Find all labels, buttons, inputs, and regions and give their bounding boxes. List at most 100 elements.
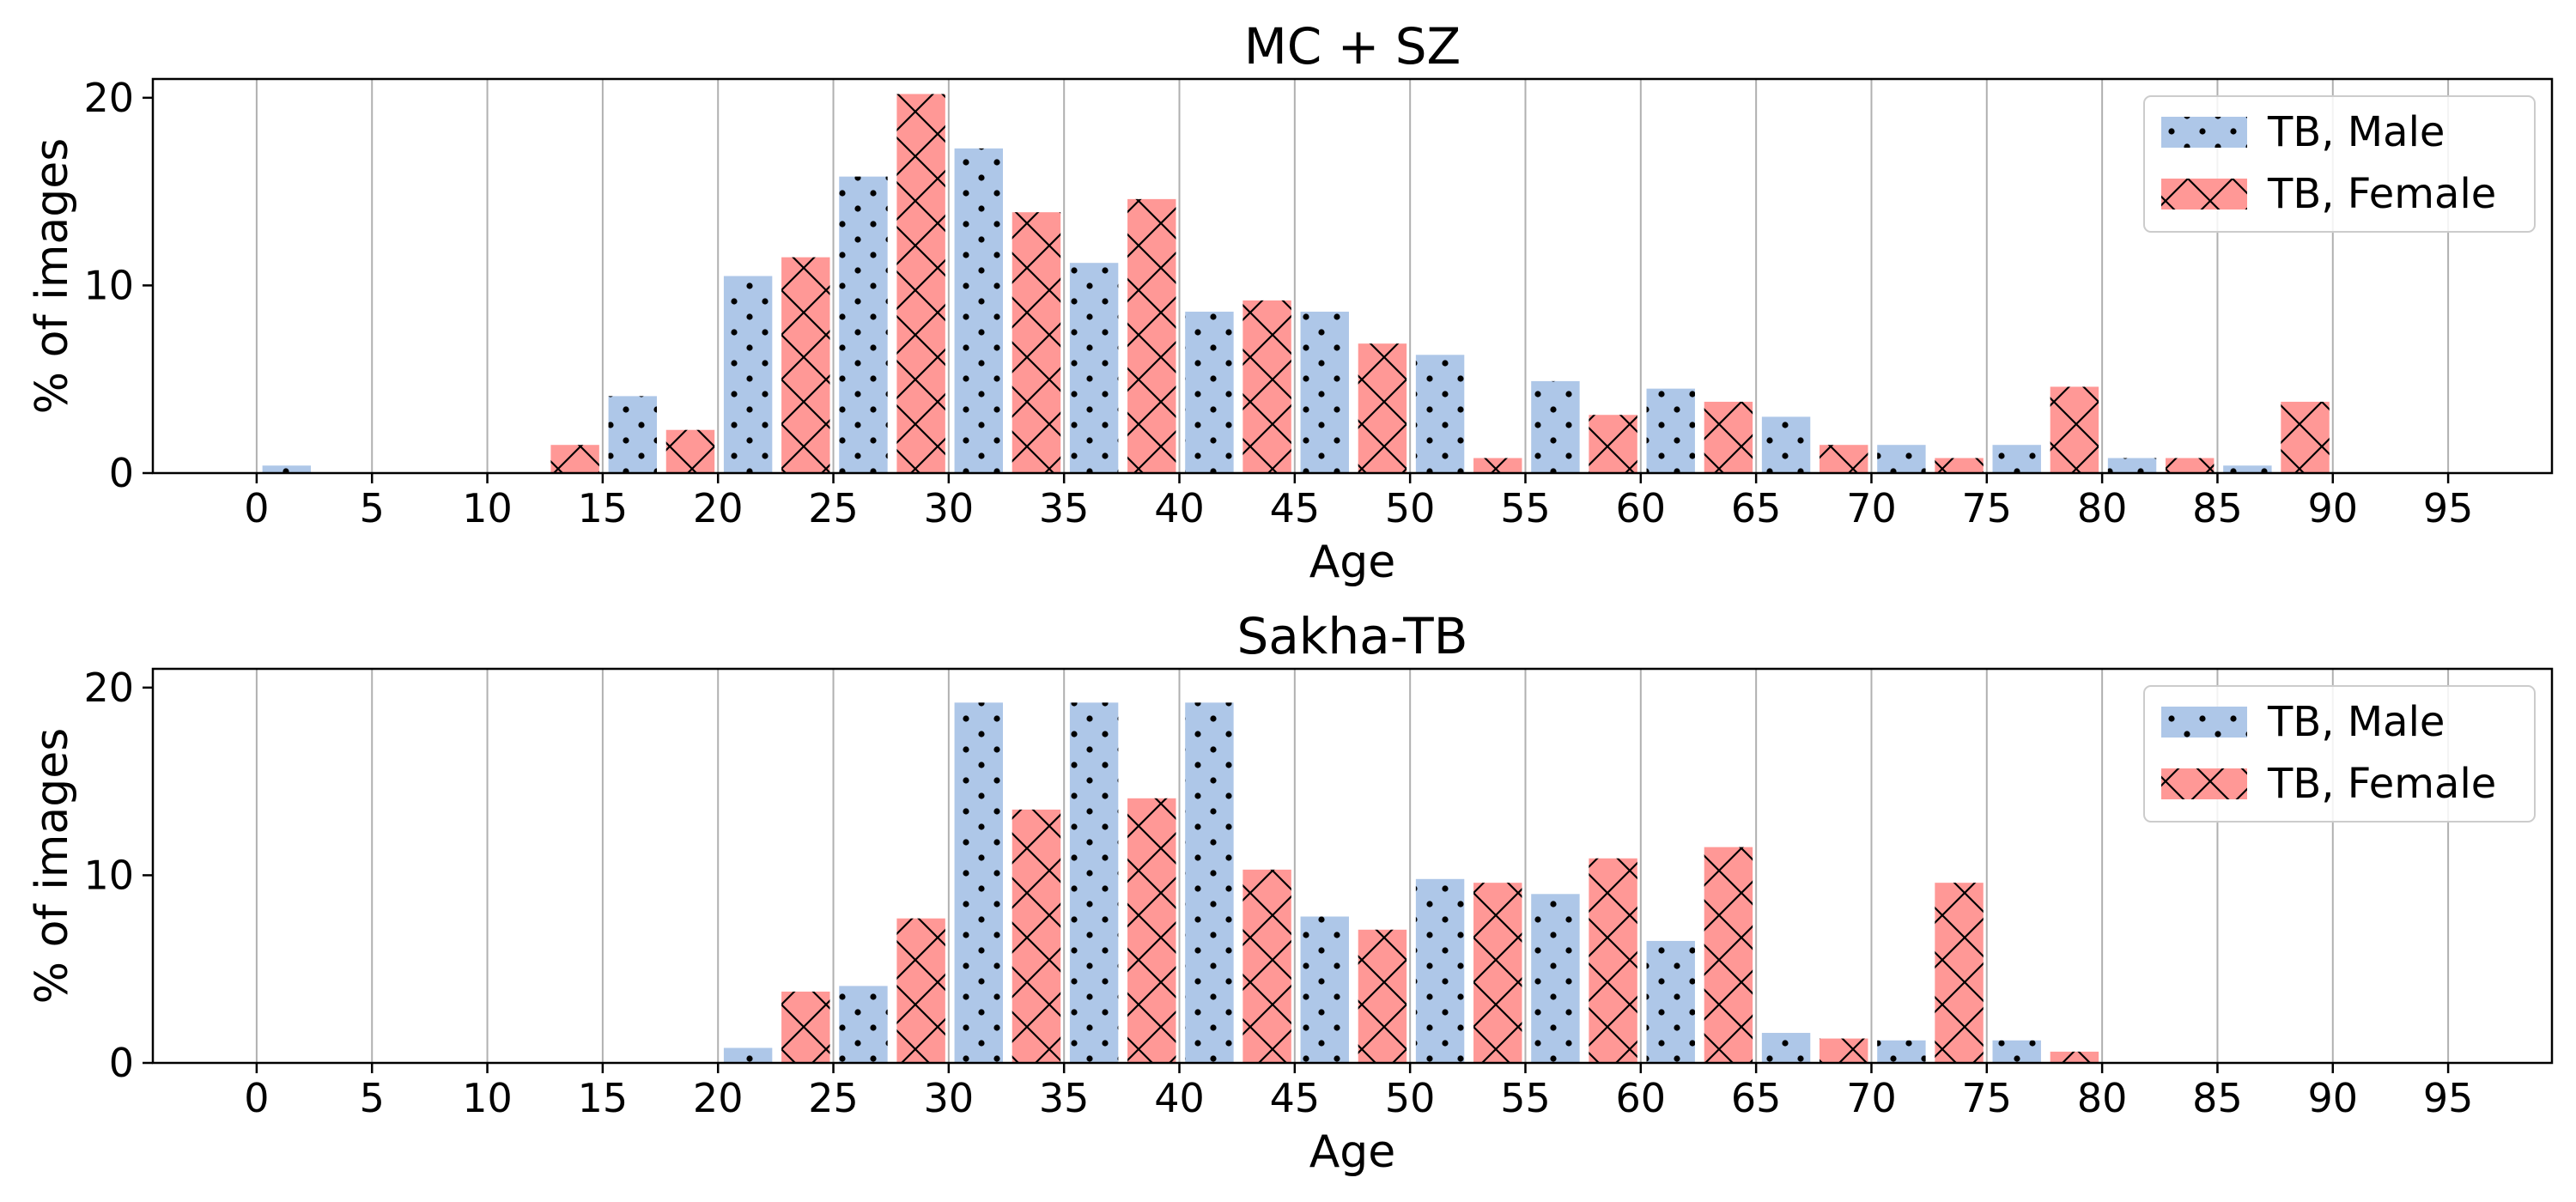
legend: TB, Male TB, Female xyxy=(2143,685,2536,823)
bar-hatch xyxy=(1589,415,1637,473)
bar-hatch xyxy=(550,445,599,473)
x-tick-label: 95 xyxy=(2423,1075,2474,1121)
bar-hatch xyxy=(1300,916,1349,1063)
bar-hatch xyxy=(1877,1040,1926,1063)
bar-hatch xyxy=(1185,312,1234,473)
y-tick-label: 0 xyxy=(109,450,134,496)
chart-title: Sakha-TB xyxy=(1236,607,1467,665)
bar-hatch xyxy=(665,429,715,473)
bar-female xyxy=(2166,458,2215,473)
bar-female xyxy=(1473,883,1522,1063)
x-tick-label: 60 xyxy=(1616,1075,1667,1121)
bar-hatch xyxy=(1012,212,1061,473)
x-tick-label: 85 xyxy=(2192,485,2243,531)
legend-swatch-hatch xyxy=(2161,179,2247,209)
bar-hatch xyxy=(1704,401,1753,473)
x-axis-label: Age xyxy=(1309,537,1396,588)
bar-male xyxy=(2223,465,2272,473)
bar-hatch xyxy=(1820,445,1868,473)
legend-item: TB, Male xyxy=(2161,698,2445,746)
bar-female xyxy=(2050,1051,2099,1063)
bar-female xyxy=(1127,798,1176,1063)
bar-hatch xyxy=(1473,883,1522,1063)
bar-male xyxy=(1531,894,1580,1063)
bar-male xyxy=(723,1047,773,1063)
bar-female xyxy=(1935,458,1984,473)
x-tick-label: 40 xyxy=(1154,485,1205,531)
bar-female xyxy=(1704,847,1753,1063)
bar-male xyxy=(1992,1040,2041,1063)
bar-male xyxy=(1531,380,1580,473)
bar-female xyxy=(781,991,830,1063)
bar-hatch xyxy=(954,702,1003,1063)
bar-female xyxy=(1473,458,1522,473)
bar-hatch xyxy=(896,94,945,473)
x-tick-label: 65 xyxy=(1731,1075,1782,1121)
bar-hatch xyxy=(1704,847,1753,1063)
bar-male xyxy=(1761,416,1811,473)
bar-hatch xyxy=(2107,458,2157,473)
bar-male xyxy=(608,396,658,473)
x-tick-label: 35 xyxy=(1039,1075,1090,1121)
x-tick-label: 5 xyxy=(360,485,385,531)
legend-item: TB, Male xyxy=(2161,108,2445,156)
x-tick-label: 80 xyxy=(2077,485,2128,531)
bar-hatch xyxy=(1012,809,1061,1063)
bar-male xyxy=(1185,312,1234,473)
legend-label: TB, Female xyxy=(2267,170,2496,218)
bar-hatch xyxy=(1127,198,1176,473)
legend-label: TB, Male xyxy=(2267,108,2445,156)
bar-hatch xyxy=(1820,1038,1868,1063)
bar-female xyxy=(665,429,715,473)
x-tick-label: 35 xyxy=(1039,485,1090,531)
chart-panel-2: 0 5 10 15 20 25 30 35 40 45 50 55 60 65 70 75 80 85 90 95 0 1… xyxy=(27,607,2554,1178)
bar-male xyxy=(1877,445,1926,473)
bar-male xyxy=(1069,263,1119,473)
bar-male xyxy=(1069,702,1119,1063)
bar-male xyxy=(2107,458,2157,473)
bar-hatch xyxy=(1589,858,1637,1063)
bar-male xyxy=(954,702,1003,1063)
bar-male xyxy=(839,176,888,473)
bar-hatch xyxy=(1415,355,1465,473)
bar-female xyxy=(2050,386,2099,473)
bar-male xyxy=(723,276,773,473)
axes-frame xyxy=(151,667,2554,1065)
x-tick-label: 5 xyxy=(360,1075,385,1121)
x-tick-label: 30 xyxy=(924,485,975,531)
bar-hatch xyxy=(896,918,945,1063)
bar-hatch xyxy=(781,991,830,1063)
bar-hatch xyxy=(2166,458,2215,473)
bar-hatch xyxy=(1300,312,1349,473)
bar-hatch xyxy=(2050,386,2099,473)
legend-label: TB, Male xyxy=(2267,698,2445,746)
bar-female xyxy=(1358,929,1407,1063)
bar-male xyxy=(1185,702,1234,1063)
y-axis-label: % of images xyxy=(27,728,78,1005)
x-tick-label: 30 xyxy=(924,1075,975,1121)
bar-hatch xyxy=(954,148,1003,473)
bar-hatch xyxy=(1877,445,1926,473)
bar-female xyxy=(1820,445,1868,473)
x-tick-label: 15 xyxy=(578,485,629,531)
bar-female xyxy=(781,257,830,473)
x-tick-label: 45 xyxy=(1270,1075,1321,1121)
bar-hatch xyxy=(1358,929,1407,1063)
legend-swatch-hatch xyxy=(2161,768,2247,799)
bar-hatch xyxy=(608,396,658,473)
legend-item: TB, Female xyxy=(2161,170,2496,218)
x-tick-label: 20 xyxy=(693,485,744,531)
x-tick-label: 45 xyxy=(1270,485,1321,531)
x-tick-label: 70 xyxy=(1846,1075,1897,1121)
bar-hatch xyxy=(2281,401,2330,473)
x-tick-label: 25 xyxy=(808,1075,859,1121)
y-tick-label: 10 xyxy=(83,852,134,898)
bar-hatch xyxy=(781,257,830,473)
bar-hatch xyxy=(723,1047,773,1063)
bar-male xyxy=(1415,878,1465,1063)
y-tick-label: 0 xyxy=(109,1040,134,1086)
bar-hatch xyxy=(839,986,888,1063)
x-tick-label: 10 xyxy=(462,485,513,531)
bar-female xyxy=(1242,300,1291,473)
legend: TB, Male TB, Female xyxy=(2143,95,2536,233)
